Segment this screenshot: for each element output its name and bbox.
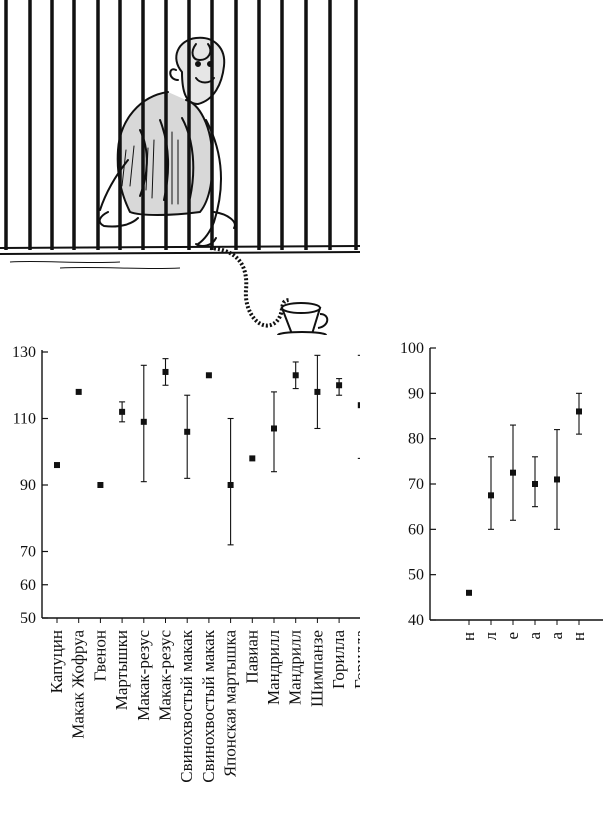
- y-tick-label: 100: [400, 340, 424, 357]
- category-label: Мандрилл: [481, 631, 500, 640]
- data-point: [488, 492, 494, 498]
- category-label: Павиан: [242, 630, 261, 684]
- chain: [210, 248, 290, 326]
- data-point: [271, 425, 277, 431]
- category-label: Свинохвостый макак: [177, 629, 196, 782]
- left-plot-frame: [42, 350, 360, 618]
- category-label: Мандрилл: [286, 629, 305, 704]
- right-data-marks: [466, 393, 582, 595]
- y-tick-label: 50: [408, 567, 424, 584]
- data-point: [97, 482, 103, 488]
- y-tick-label: 90: [408, 385, 424, 402]
- data-point: [119, 409, 125, 415]
- y-tick-label: 70: [20, 544, 36, 561]
- category-label: Горилла: [525, 632, 544, 640]
- data-point: [141, 419, 147, 425]
- data-point: [206, 372, 212, 378]
- y-tick-label: 80: [408, 431, 424, 448]
- data-point: [163, 369, 169, 375]
- category-label: Макак Жофруа: [69, 630, 88, 739]
- y-tick-label: 40: [408, 612, 424, 629]
- chart-left: 50 60 70 90 110 130 Капуцин Макак Жофруа Гвенон…: [0, 330, 360, 820]
- category-label: Горилла: [351, 630, 360, 689]
- category-label: Гвенон: [459, 632, 478, 640]
- category-label: Шимпанзе: [503, 632, 522, 640]
- data-point: [554, 476, 560, 482]
- category-label: Орангутан: [569, 632, 588, 640]
- category-label: Мандрилл: [264, 629, 283, 704]
- data-point: [314, 389, 320, 395]
- category-label: Горилла: [547, 632, 566, 640]
- category-label: Горилла: [329, 630, 348, 689]
- y-tick-label: 70: [408, 476, 424, 493]
- y-tick-label: 90: [20, 477, 36, 494]
- y-tick-label: 60: [408, 521, 424, 538]
- data-point: [76, 389, 82, 395]
- category-label: Макак-резус: [156, 630, 175, 721]
- y-tick-label: 110: [13, 411, 36, 428]
- y-tick-label: 60: [20, 577, 36, 594]
- left-x-tick-labels: Капуцин Макак Жофруа Гвенон Мартышки Макак-р…: [47, 618, 360, 783]
- data-point: [293, 372, 299, 378]
- data-point: [249, 455, 255, 461]
- category-label: Макак-резус: [134, 630, 153, 721]
- category-label: Мартышки: [112, 630, 131, 710]
- category-label: Шимпанзе: [307, 630, 326, 707]
- data-point: [576, 408, 582, 414]
- data-point: [184, 429, 190, 435]
- category-label: Капуцин: [47, 630, 66, 693]
- right-x-tick-labels: ГвенонМандриллШимпанзеГориллаГориллаОран…: [459, 620, 588, 640]
- y-tick-label: 130: [12, 344, 36, 361]
- category-label: Гвенон: [90, 630, 109, 681]
- monkey-cage-illustration: [0, 0, 365, 335]
- left-data-marks: [54, 355, 360, 545]
- category-label: Свинохвостый макак: [199, 629, 218, 782]
- data-point: [54, 462, 60, 468]
- data-point: [510, 470, 516, 476]
- right-plot-frame: [430, 348, 603, 620]
- y-tick-label: 50: [20, 610, 36, 627]
- data-point: [532, 481, 538, 487]
- data-point: [228, 482, 234, 488]
- data-point: [466, 590, 472, 596]
- category-label: Японская мартышка: [221, 630, 240, 778]
- data-point: [336, 382, 342, 388]
